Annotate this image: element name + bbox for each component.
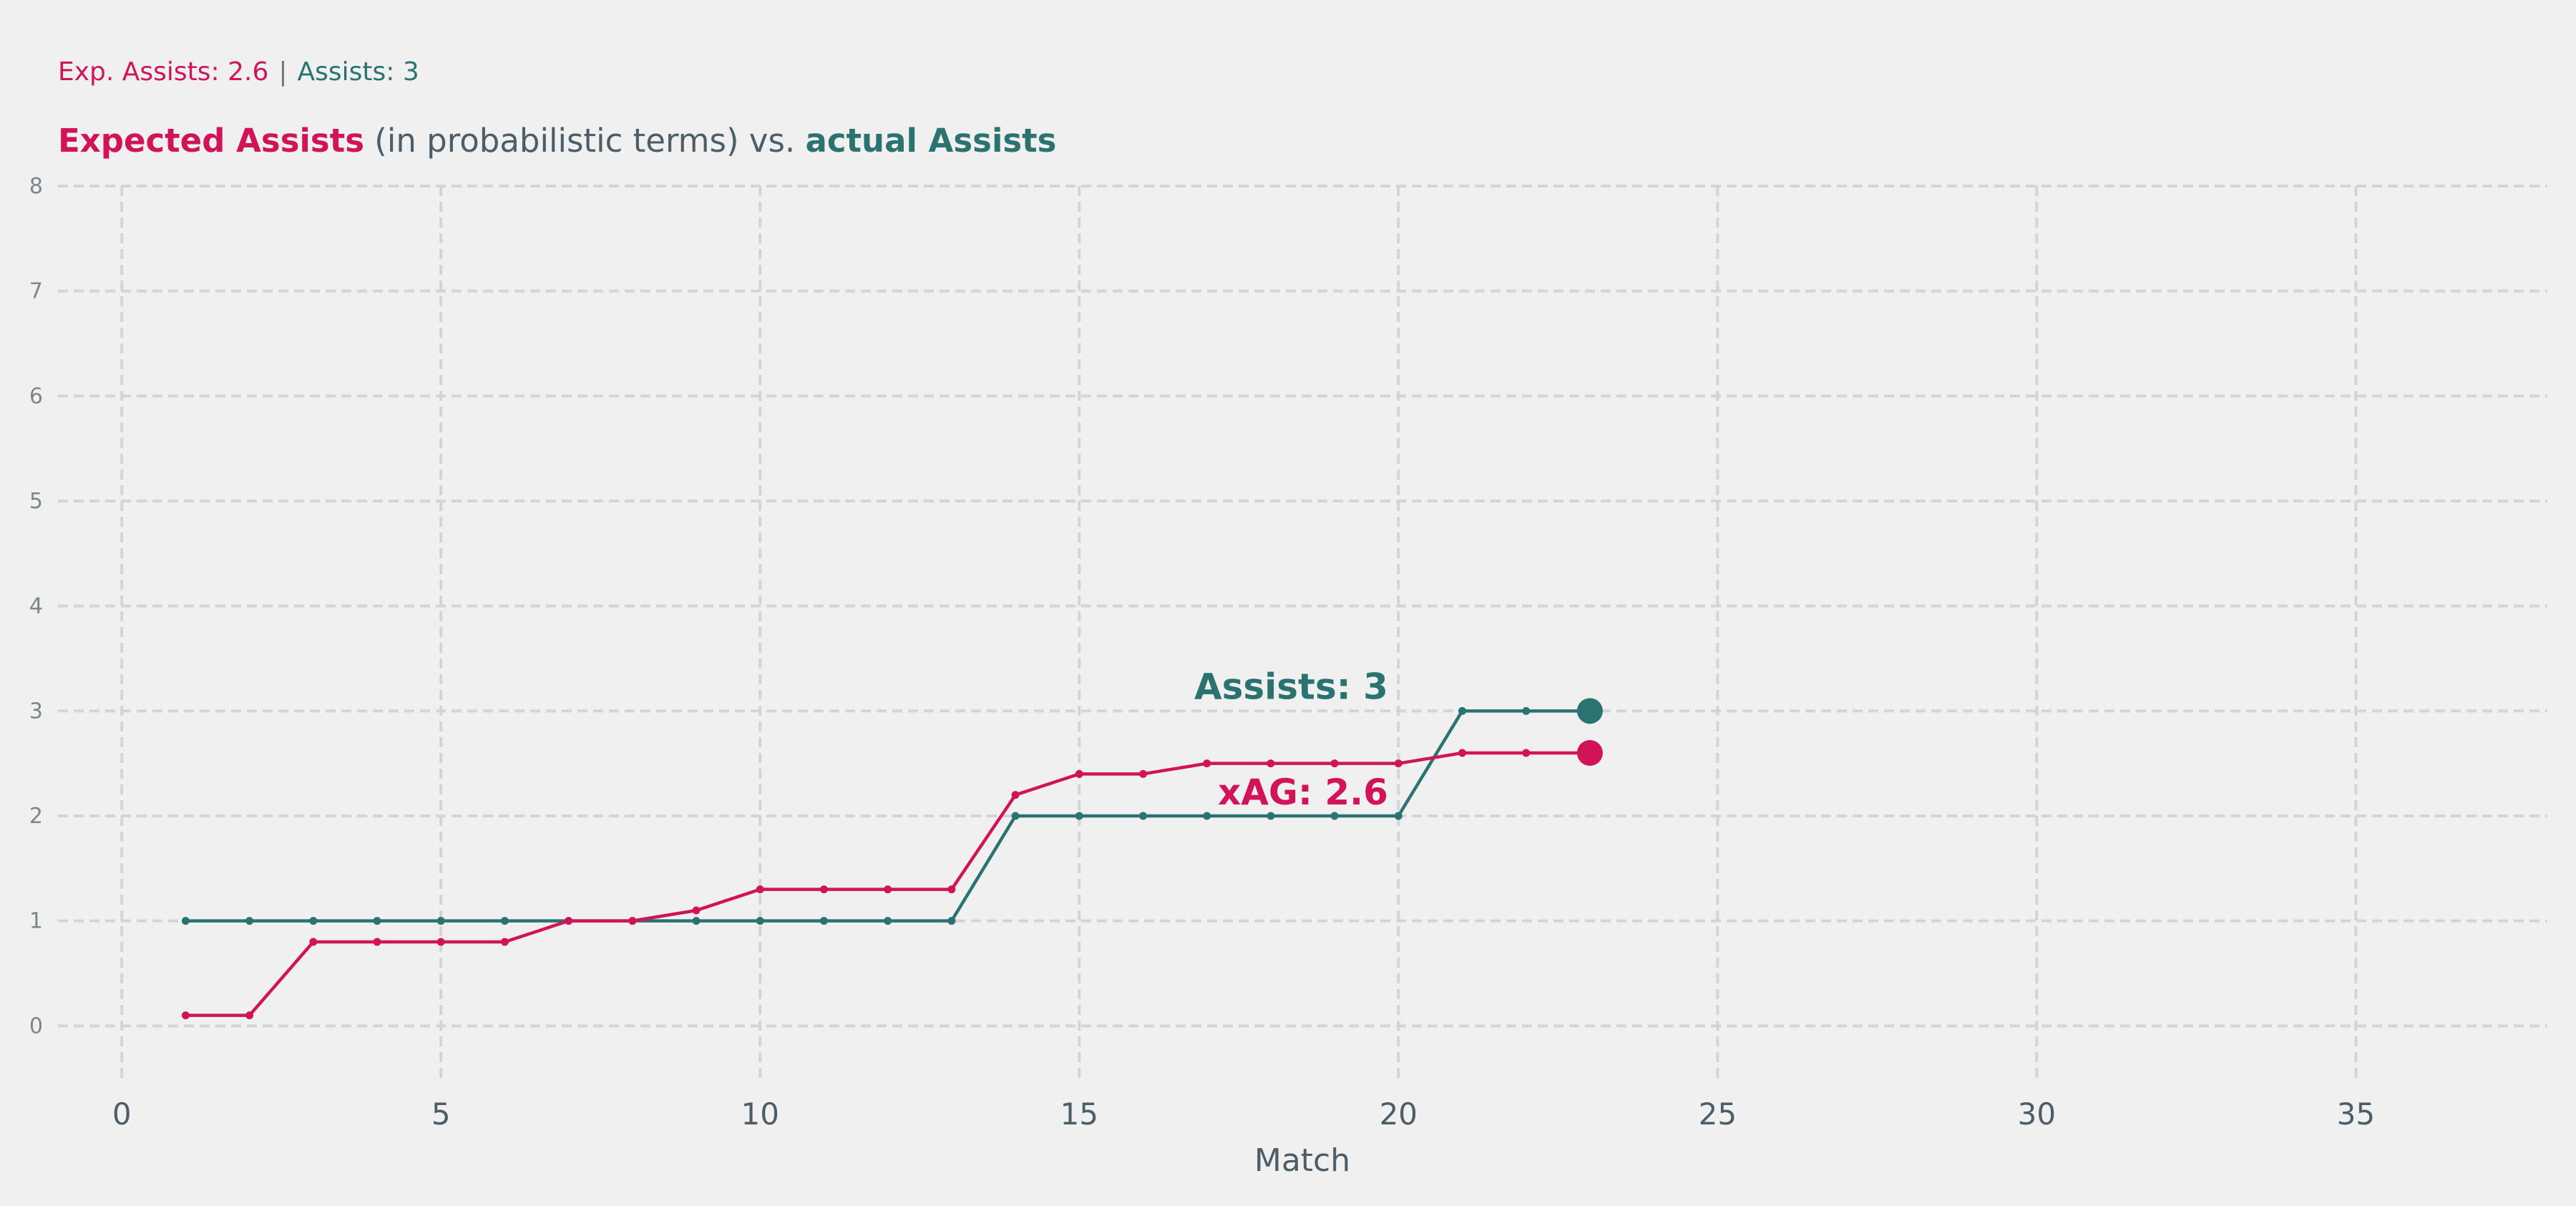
title-middle: (in probabilistic terms) vs. bbox=[364, 122, 806, 160]
y-tick-label: 2 bbox=[29, 804, 43, 829]
assists-point bbox=[692, 917, 701, 925]
assists-point bbox=[1203, 812, 1211, 820]
assists-point bbox=[1267, 812, 1275, 820]
y-tick-label: 5 bbox=[29, 489, 43, 514]
grid bbox=[58, 185, 2547, 1084]
xag-point bbox=[1267, 759, 1275, 768]
x-tick-label: 0 bbox=[112, 1096, 132, 1132]
xag-point bbox=[1075, 769, 1083, 778]
xag-point bbox=[309, 938, 318, 946]
x-tick-label: 20 bbox=[1380, 1096, 1418, 1132]
x-tick-label: 25 bbox=[1699, 1096, 1737, 1132]
assists-point bbox=[1138, 812, 1147, 820]
assists-point bbox=[1330, 812, 1339, 820]
y-tick-label: 7 bbox=[29, 279, 43, 304]
y-tick-label: 3 bbox=[29, 699, 43, 724]
xag-point bbox=[181, 1011, 190, 1020]
assists-end-label: Assists: 3 bbox=[1194, 666, 1388, 707]
assists-end-marker bbox=[1576, 698, 1603, 724]
xag-point bbox=[756, 885, 764, 894]
assists-point bbox=[884, 917, 892, 925]
exp-assists-stat: Exp. Assists: 2.6 bbox=[58, 57, 269, 87]
y-tick-label: 1 bbox=[29, 909, 43, 934]
x-tick-label: 5 bbox=[431, 1096, 451, 1132]
x-tick-label: 30 bbox=[2018, 1096, 2056, 1132]
series-layer bbox=[181, 698, 1603, 1020]
assists-point bbox=[245, 917, 254, 925]
xag-point bbox=[1394, 759, 1402, 768]
assists-point bbox=[1011, 812, 1020, 820]
end-labels: Assists: 3 xAG: 2.6 bbox=[1194, 666, 1388, 813]
assists-point bbox=[181, 917, 190, 925]
assists-point bbox=[947, 917, 956, 925]
assists-stat: Assists: 3 bbox=[297, 57, 419, 87]
assists-point bbox=[436, 917, 445, 925]
assists-point bbox=[1394, 812, 1402, 820]
xag-point bbox=[1330, 759, 1339, 768]
xag-end-label: xAG: 2.6 bbox=[1218, 772, 1388, 813]
xag-point bbox=[692, 906, 701, 915]
assists-point bbox=[1458, 706, 1467, 715]
assists-point bbox=[500, 917, 509, 925]
xag-point bbox=[565, 917, 573, 925]
assists-point bbox=[309, 917, 318, 925]
x-tick-label: 15 bbox=[1060, 1096, 1098, 1132]
stat-separator: | bbox=[278, 57, 288, 87]
xag-point bbox=[628, 917, 637, 925]
xag-point bbox=[245, 1011, 254, 1020]
xag-point bbox=[436, 938, 445, 946]
xag-point bbox=[1138, 769, 1147, 778]
assists-point bbox=[756, 917, 764, 925]
y-tick-label: 8 bbox=[29, 174, 43, 199]
x-axis-label: Match bbox=[1254, 1142, 1350, 1179]
chart-title: Expected Assists (in probabilistic terms… bbox=[58, 122, 1056, 160]
xag-point bbox=[947, 885, 956, 894]
xag-point bbox=[1458, 749, 1467, 757]
xag-point bbox=[1203, 759, 1211, 768]
xag-point bbox=[500, 938, 509, 946]
xag-end-marker bbox=[1576, 740, 1603, 766]
assists-point bbox=[819, 917, 828, 925]
x-tick-label: 10 bbox=[741, 1096, 779, 1132]
xag-point bbox=[373, 938, 381, 946]
title-actual-assists: actual Assists bbox=[805, 122, 1057, 160]
title-expected-assists: Expected Assists bbox=[58, 122, 364, 160]
xag-point bbox=[1522, 749, 1531, 757]
y-tick-label: 4 bbox=[29, 594, 43, 619]
xag-point bbox=[884, 885, 892, 894]
assists-point bbox=[1522, 706, 1531, 715]
summary-stats: Exp. Assists: 2.6 | Assists: 3 bbox=[58, 57, 419, 87]
xag-point bbox=[819, 885, 828, 894]
y-tick-label: 0 bbox=[29, 1013, 43, 1039]
axes: 0 1 2 3 4 5 6 7 8 0 5 10 15 20 25 30 35 bbox=[29, 174, 2375, 1132]
y-tick-label: 6 bbox=[29, 384, 43, 409]
xag-series bbox=[181, 740, 1603, 1020]
xag-point bbox=[1011, 791, 1020, 799]
assists-point bbox=[1075, 812, 1083, 820]
assists-series bbox=[181, 698, 1603, 925]
x-tick-label: 35 bbox=[2337, 1096, 2375, 1132]
assists-point bbox=[373, 917, 381, 925]
